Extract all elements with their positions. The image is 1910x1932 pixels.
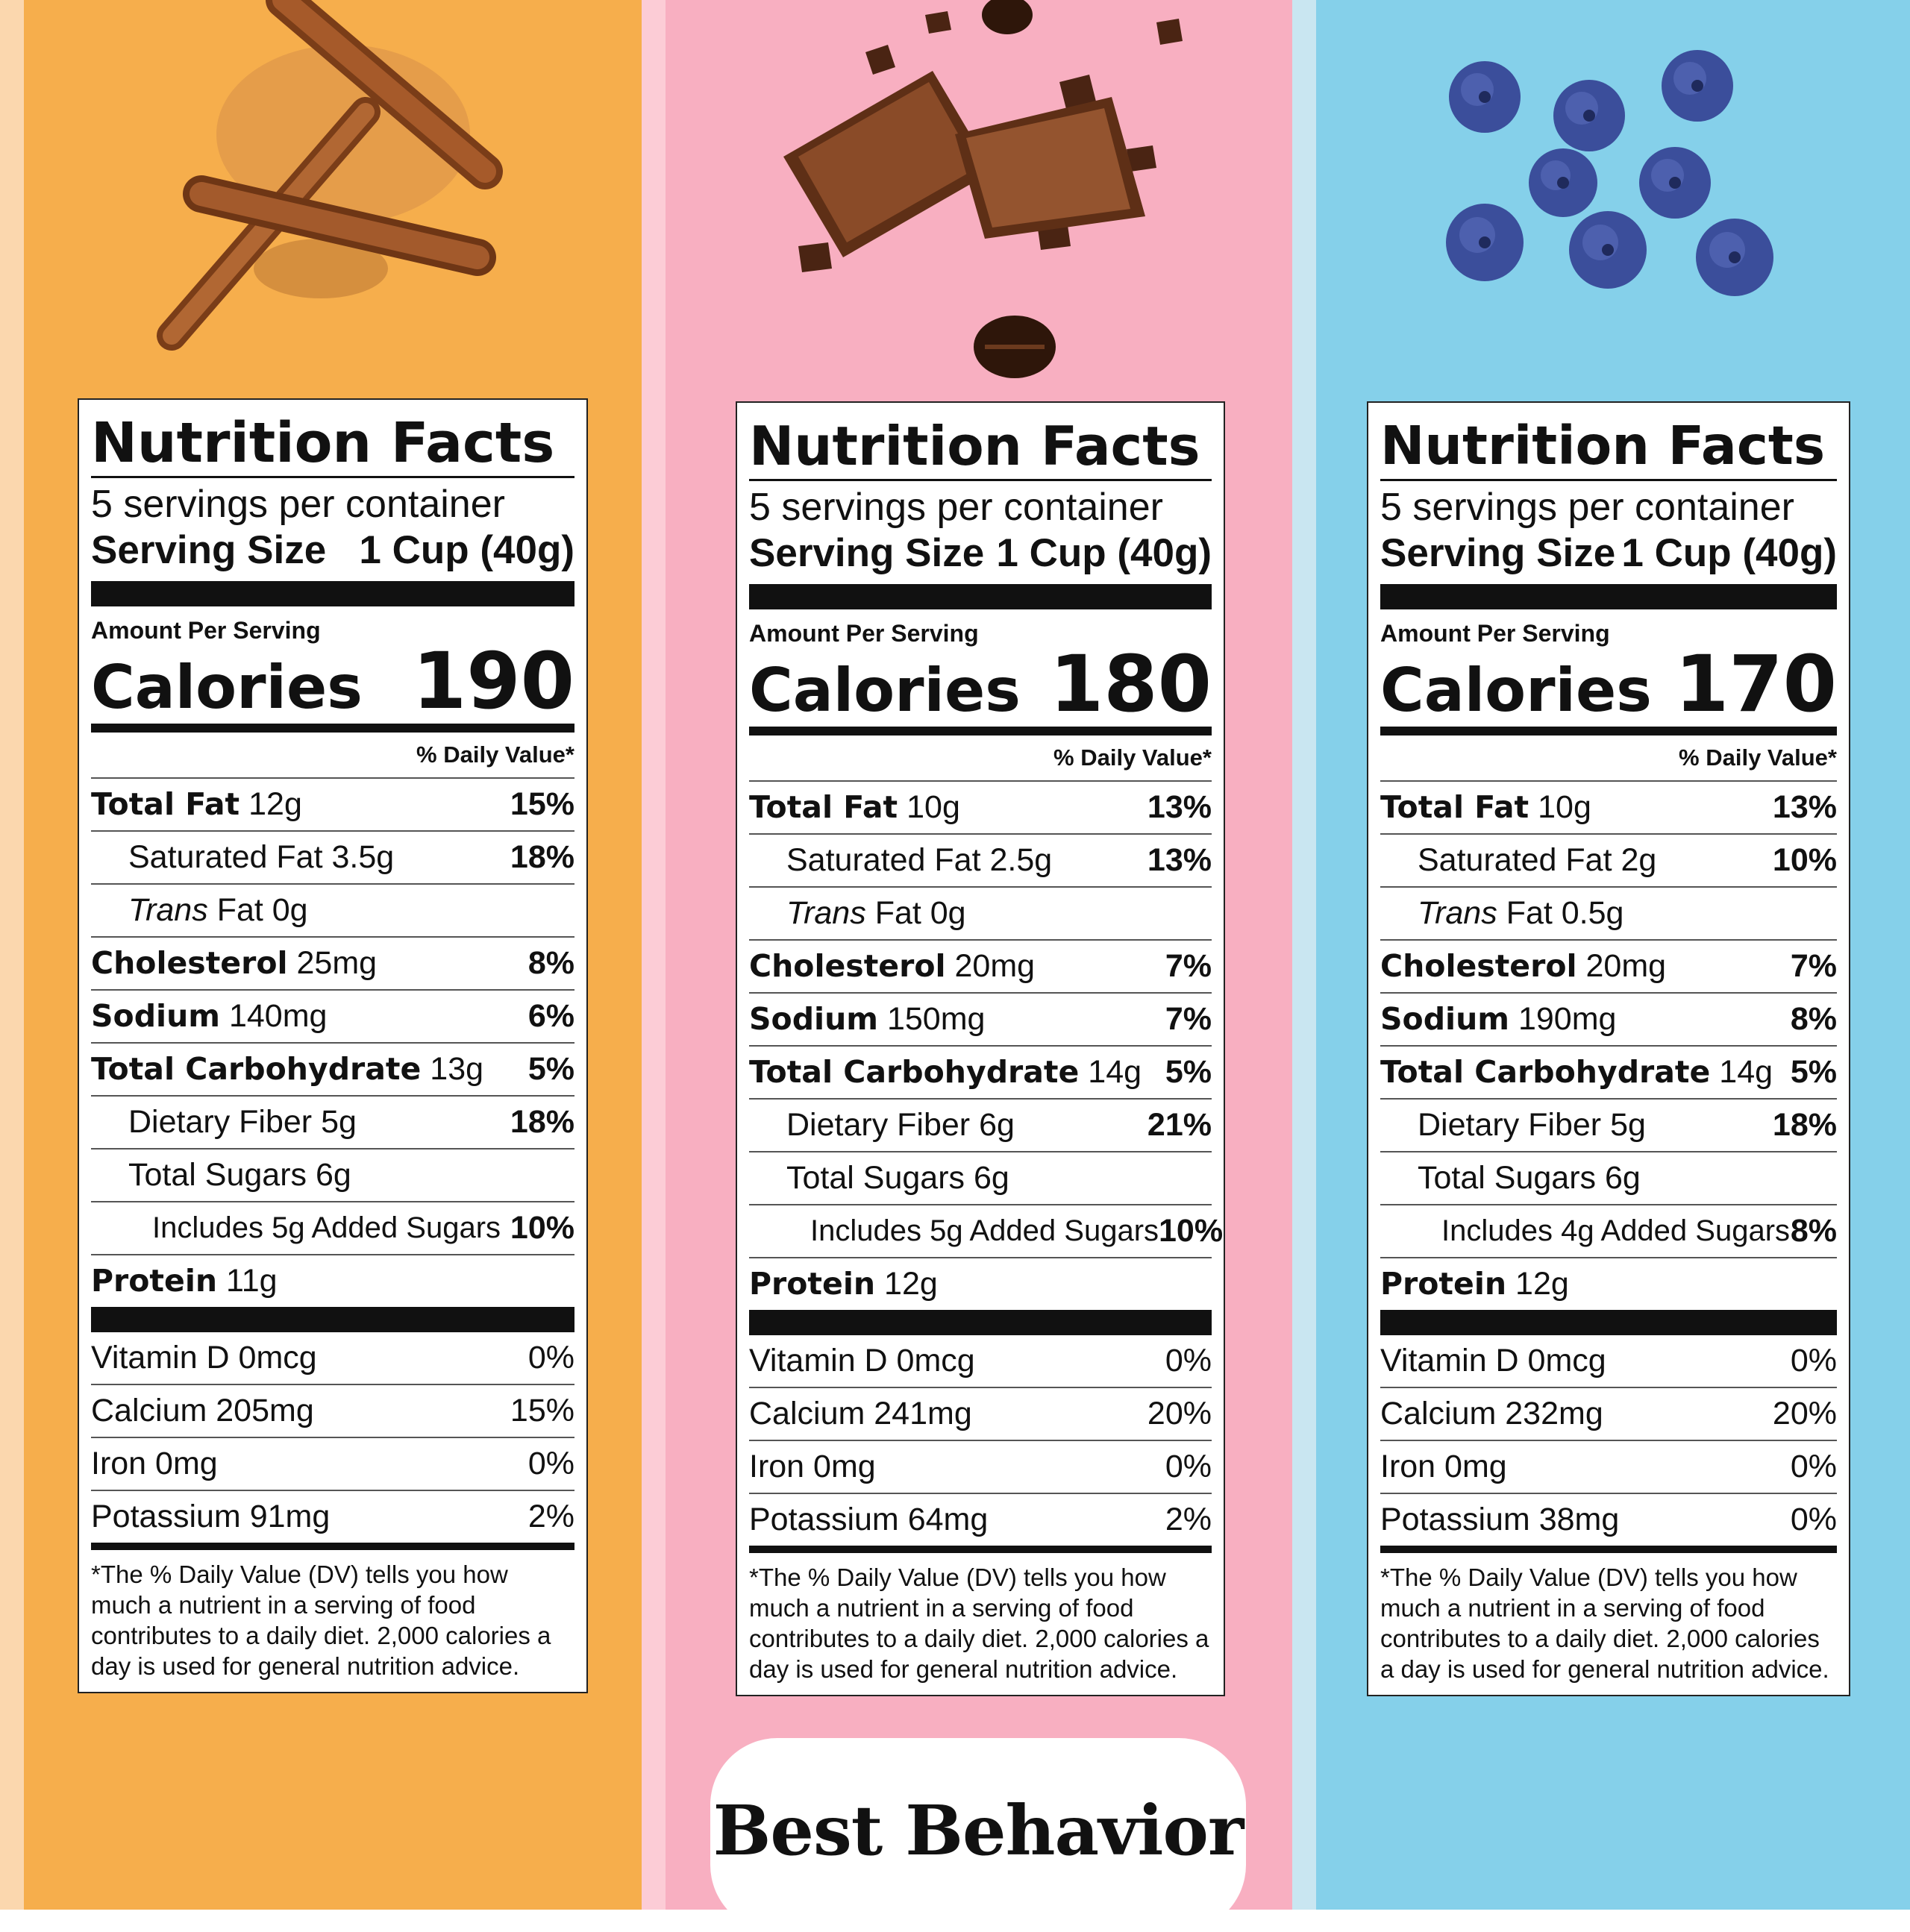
footnote: *The % Daily Value (DV) tells you how mu… <box>749 1564 1209 1683</box>
calories-row: Calories 180 <box>749 639 1212 736</box>
brand-logo-badge: Best Behavior <box>710 1738 1246 1932</box>
saturated-fat-row: Saturated Fat 2g 10% <box>1380 835 1837 888</box>
label-title: Nutrition Facts <box>1380 415 1837 481</box>
calories-row: Calories 170 <box>1380 639 1837 736</box>
footnote: *The % Daily Value (DV) tells you how mu… <box>1380 1564 1829 1683</box>
cholesterol-row: Cholesterol 20mg 7% <box>749 941 1212 994</box>
potassium-row: Potassium 64mg 2% <box>749 1494 1212 1553</box>
potassium-row: Potassium 38mg 0% <box>1380 1494 1837 1553</box>
total-carbohydrate-row: Total Carbohydrate 14g 5% <box>1380 1047 1837 1100</box>
total-sugars-row: Total Sugars 6g <box>749 1152 1212 1205</box>
added-sugars-row: Includes 5g Added Sugars 10% <box>91 1202 574 1255</box>
cholesterol-row: Cholesterol 25mg 8% <box>91 938 574 991</box>
vitamin-d-row: Vitamin D 0mcg 0% <box>749 1335 1212 1388</box>
daily-value-header: % Daily Value* <box>1380 736 1837 782</box>
calories-value: 170 <box>1674 639 1837 730</box>
saturated-fat-row: Saturated Fat 3.5g 18% <box>91 832 574 885</box>
protein-row: Protein 12g <box>1380 1266 1569 1302</box>
thick-divider <box>91 581 574 606</box>
footnote: *The % Daily Value (DV) tells you how mu… <box>91 1561 551 1680</box>
iron-row: Iron 0mg 0% <box>91 1438 574 1491</box>
servings-per-container: 5 servings per container <box>91 483 505 526</box>
daily-value-header: % Daily Value* <box>749 736 1212 782</box>
calcium-row: Calcium 205mg 15% <box>91 1385 574 1438</box>
calories-row: Calories 190 <box>91 636 574 733</box>
total-carbohydrate-row: Total Carbohydrate 13g 5% <box>91 1044 574 1097</box>
cholesterol-row: Cholesterol 20mg 7% <box>1380 941 1837 994</box>
sodium-row: Sodium 150mg 7% <box>749 994 1212 1047</box>
chocolate-image <box>783 0 1183 378</box>
saturated-fat-row: Saturated Fat 2.5g 13% <box>749 835 1212 888</box>
vitamin-d-row: Vitamin D 0mcg 0% <box>91 1332 574 1385</box>
calories-value: 180 <box>1049 639 1212 730</box>
label-title: Nutrition Facts <box>749 415 1212 481</box>
vitamin-d-row: Vitamin D 0mcg 0% <box>1380 1335 1837 1388</box>
amount-per-serving: Amount Per Serving <box>1380 620 1610 647</box>
servings-per-container: 5 servings per container <box>749 486 1163 529</box>
servings-per-container: 5 servings per container <box>1380 486 1794 529</box>
iron-row: Iron 0mg 0% <box>749 1441 1212 1494</box>
thick-divider <box>749 1310 1212 1335</box>
added-sugars-row: Includes 4g Added Sugars 8% <box>1380 1205 1837 1258</box>
thick-divider <box>91 1307 574 1332</box>
total-fat-row: Total Fat 10g 13% <box>1380 782 1837 835</box>
pink-edge <box>642 0 666 1910</box>
trans-fat-row: Trans Fat 0g <box>91 885 574 938</box>
label-title: Nutrition Facts <box>91 412 574 478</box>
calcium-row: Calcium 241mg 20% <box>749 1388 1212 1441</box>
calories-value: 190 <box>412 636 574 727</box>
trans-fat-row: Trans Fat 0.5g <box>1380 888 1837 941</box>
thick-divider <box>749 584 1212 609</box>
potassium-row: Potassium 91mg 2% <box>91 1491 574 1550</box>
dietary-fiber-row: Dietary Fiber 5g 18% <box>91 1097 574 1150</box>
total-fat-row: Total Fat 12g 15% <box>91 779 574 832</box>
serving-size: Serving Size 1 Cup (40g) <box>91 528 574 572</box>
sodium-row: Sodium 190mg 8% <box>1380 994 1837 1047</box>
blueberries-image <box>1446 50 1773 296</box>
orange-edge <box>0 0 24 1910</box>
nutrition-label-chocolate: Nutrition Facts 5 servings per container… <box>736 401 1225 1696</box>
daily-value-header: % Daily Value* <box>91 733 574 779</box>
total-sugars-row: Total Sugars 6g <box>91 1150 574 1202</box>
dietary-fiber-row: Dietary Fiber 6g 21% <box>749 1100 1212 1152</box>
nutrition-label-blueberry: Nutrition Facts 5 servings per container… <box>1367 401 1850 1696</box>
blue-edge <box>1292 0 1316 1910</box>
total-fat-row: Total Fat 10g 13% <box>749 782 1212 835</box>
trans-fat-row: Trans Fat 0g <box>749 888 1212 941</box>
brand-logo: Best Behavior <box>713 1790 1244 1871</box>
dietary-fiber-row: Dietary Fiber 5g 18% <box>1380 1100 1837 1152</box>
protein-row: Protein 12g <box>749 1266 938 1302</box>
thick-divider <box>1380 584 1837 609</box>
protein-row: Protein 11g <box>91 1263 278 1299</box>
cinnamon-sticks-image <box>157 0 503 351</box>
total-carbohydrate-row: Total Carbohydrate 14g 5% <box>749 1047 1212 1100</box>
calcium-row: Calcium 232mg 20% <box>1380 1388 1837 1441</box>
added-sugars-row: Includes 5g Added Sugars 10% <box>749 1205 1223 1258</box>
sodium-row: Sodium 140mg 6% <box>91 991 574 1044</box>
amount-per-serving: Amount Per Serving <box>91 617 321 644</box>
thick-divider <box>1380 1310 1837 1335</box>
serving-size: Serving Size 1 Cup (40g) <box>749 531 1212 575</box>
nutrition-label-cinnamon: Nutrition Facts 5 servings per container… <box>78 398 588 1693</box>
total-sugars-row: Total Sugars 6g <box>1380 1152 1837 1205</box>
iron-row: Iron 0mg 0% <box>1380 1441 1837 1494</box>
serving-size: Serving Size 1 Cup (40g) <box>1380 531 1837 575</box>
amount-per-serving: Amount Per Serving <box>749 620 979 647</box>
